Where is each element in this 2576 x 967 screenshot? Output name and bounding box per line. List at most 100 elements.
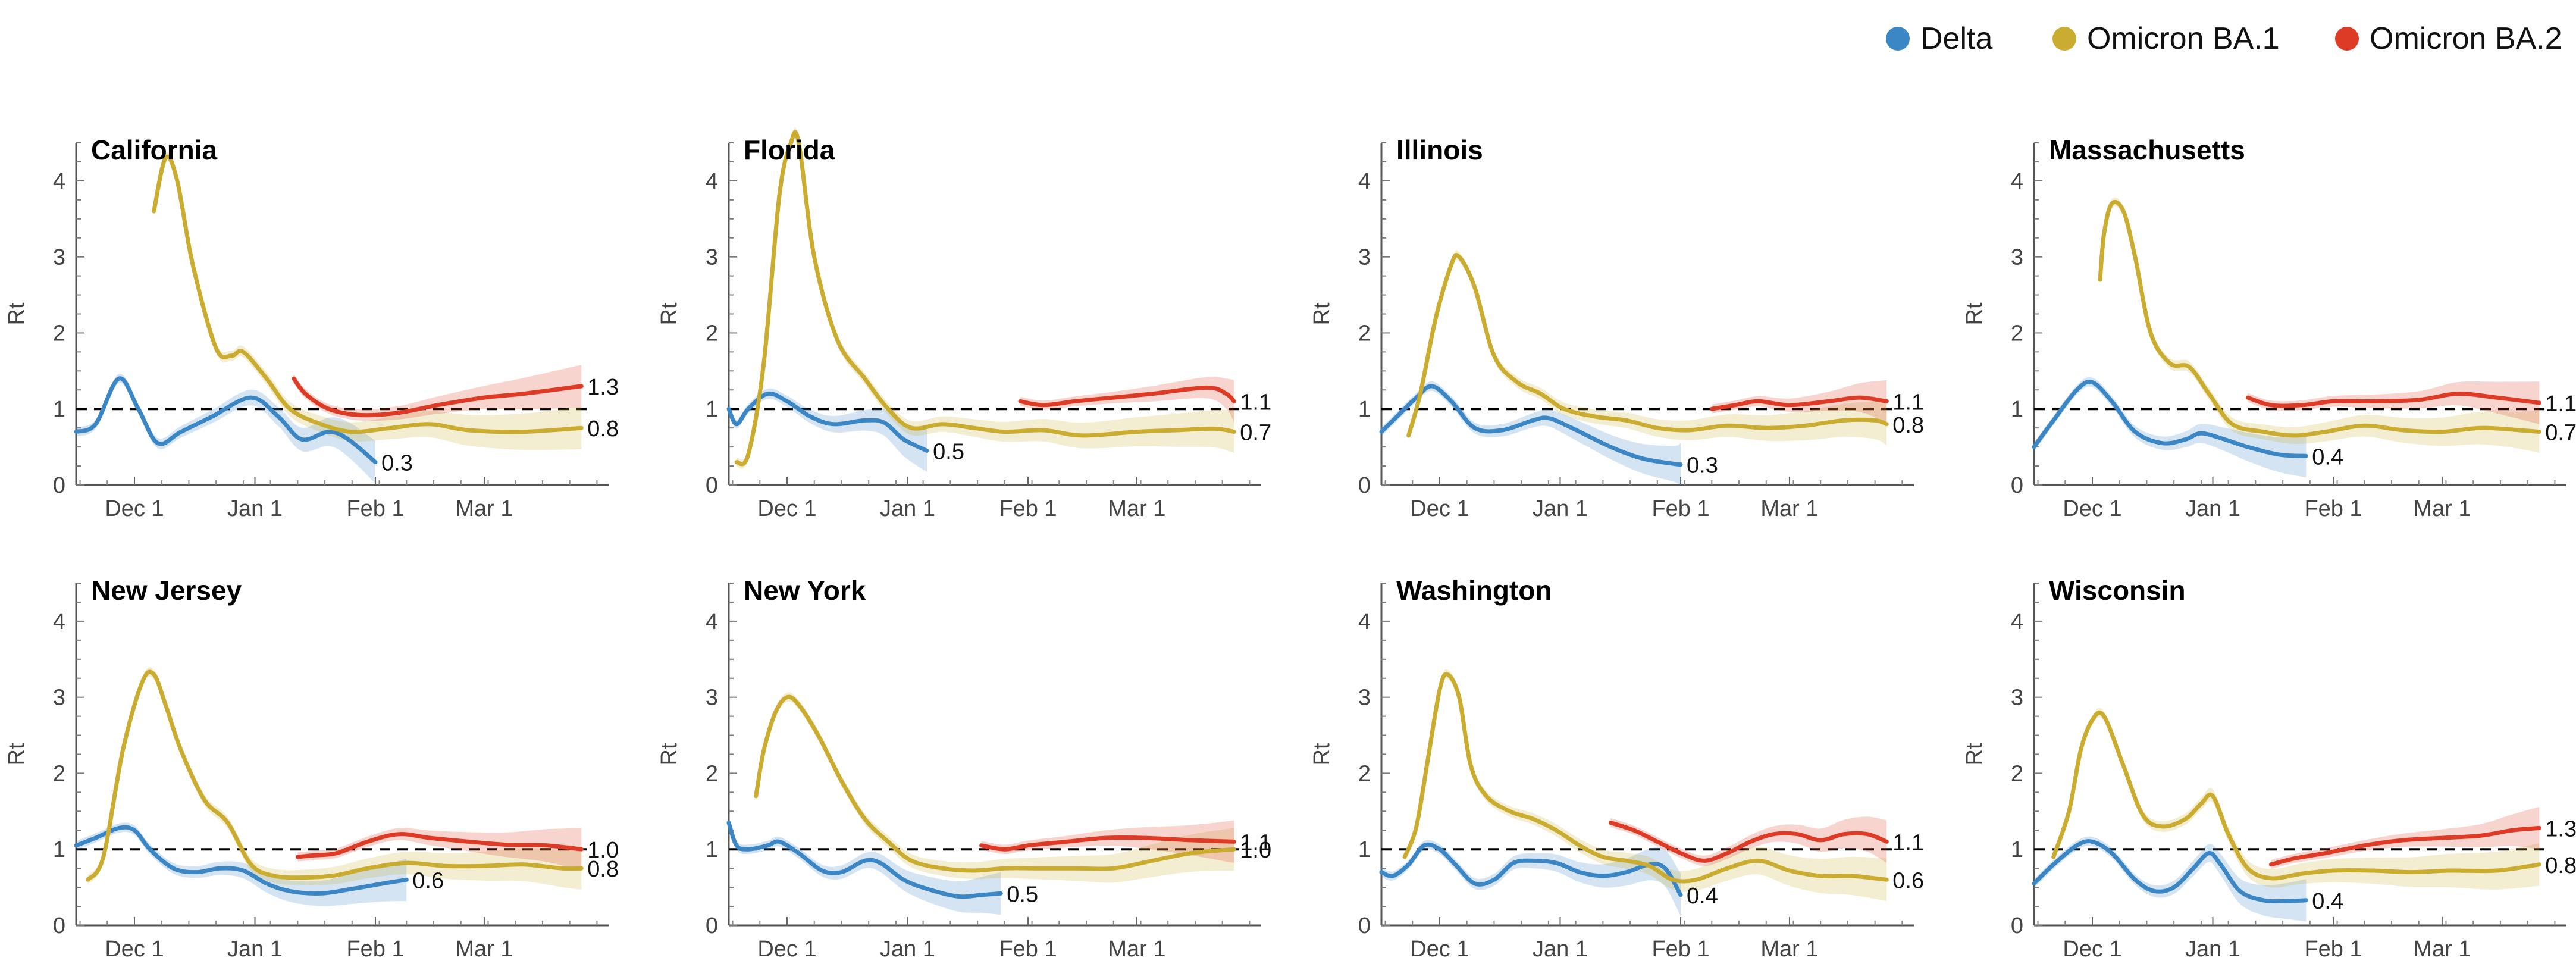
y-axis-label: Rt <box>657 302 682 325</box>
series-band-delta <box>2034 836 2307 922</box>
x-tick-label: Mar 1 <box>2413 496 2471 521</box>
x-tick-label: Dec 1 <box>105 937 164 962</box>
x-tick-label: Feb 1 <box>346 937 404 962</box>
panel-5: 0 1 2 3 4 Dec 1 Jan 1 Feb 1 Mar 1 Rt 0.5 1.01.1 New … <box>657 575 1271 962</box>
series-band-delta <box>729 388 927 472</box>
end-value-label: 0.6 <box>1892 868 1924 893</box>
series-line-omicron-ba-1 <box>152 155 584 434</box>
y-axis-label: Rt <box>1962 743 1987 765</box>
end-value-label: 0.8 <box>587 417 619 442</box>
y-tick-label: 0 <box>1358 473 1371 498</box>
x-tick-label: Feb 1 <box>2304 937 2362 962</box>
series-line-delta <box>726 391 929 453</box>
panel-6: 0 1 2 3 4 Dec 1 Jan 1 Feb 1 Mar 1 Rt 0.4 0.6 1.1 Wash… <box>1309 575 1924 962</box>
y-tick-label: 4 <box>706 169 718 194</box>
series-line-omicron-ba-2 <box>295 832 584 859</box>
panel-title: California <box>91 134 218 165</box>
end-value-label: 1.1 <box>1240 830 1271 855</box>
series-line-omicron-ba-1 <box>86 669 584 882</box>
series-line-omicron-ba-2 <box>1709 395 1889 411</box>
panel-title: Wisconsin <box>2049 575 2186 606</box>
x-tick-label: Mar 1 <box>1760 496 1818 521</box>
y-tick-label: 0 <box>53 913 65 938</box>
series-line-delta <box>74 376 378 465</box>
x-tick-label: Jan 1 <box>2185 496 2240 521</box>
y-tick-label: 4 <box>1358 169 1371 194</box>
x-tick-label: Dec 1 <box>757 496 816 521</box>
legend-item-1: Omicron BA.1 <box>2052 21 2280 56</box>
legend-label-2: Omicron BA.2 <box>2370 21 2562 56</box>
y-tick-label: 3 <box>1358 245 1371 270</box>
y-tick-label: 1 <box>1358 397 1371 422</box>
end-value-label: 0.4 <box>1687 884 1718 909</box>
series-band-omicron-ba-1 <box>756 692 1234 883</box>
y-tick-label: 3 <box>1358 686 1371 711</box>
series-line-omicron-ba-2 <box>292 376 584 418</box>
x-tick-label: Feb 1 <box>1651 937 1709 962</box>
end-value-label: 1.1 <box>1892 830 1924 855</box>
legend-swatch-2 <box>2335 27 2359 51</box>
series-line-omicron-ba-1 <box>2098 199 2541 438</box>
series-band-delta <box>76 822 407 906</box>
y-tick-label: 0 <box>53 473 65 498</box>
panel-title: New York <box>744 575 866 606</box>
series-line-delta <box>1379 842 1683 897</box>
end-value-label: 0.7 <box>2545 421 2576 446</box>
y-axis-label: Rt <box>1309 743 1334 765</box>
panel-title: Florida <box>744 134 835 165</box>
y-tick-label: 3 <box>53 686 65 711</box>
y-tick-label: 4 <box>706 609 718 634</box>
y-tick-label: 3 <box>2011 245 2023 270</box>
x-tick-label: Mar 1 <box>1760 937 1818 962</box>
y-tick-label: 2 <box>2011 761 2023 786</box>
end-value-label: 1.0 <box>587 838 619 863</box>
series-line-delta <box>2032 380 2308 458</box>
series-line-delta <box>726 821 1003 899</box>
y-tick-label: 4 <box>2011 169 2023 194</box>
y-axis-label: Rt <box>1309 302 1334 325</box>
y-tick-label: 1 <box>706 397 718 422</box>
legend-item-2: Omicron BA.2 <box>2335 21 2562 56</box>
panel-title: Illinois <box>1396 134 1483 165</box>
series-band-omicron-ba-1 <box>737 127 1234 469</box>
y-tick-label: 1 <box>53 837 65 862</box>
series-band-omicron-ba-2 <box>293 365 582 421</box>
series-band-omicron-ba-2 <box>1712 380 1887 423</box>
end-value-label: 1.1 <box>1240 390 1271 415</box>
end-value-label: 0.4 <box>2312 889 2343 914</box>
series-band-delta <box>2034 377 2307 478</box>
series-line-omicron-ba-2 <box>1018 385 1236 408</box>
legend-item-0: Delta <box>1886 21 1992 56</box>
y-axis-label: Rt <box>4 302 29 325</box>
x-tick-label: Feb 1 <box>2304 496 2362 521</box>
series-band-omicron-ba-1 <box>2100 197 2540 453</box>
x-tick-label: Jan 1 <box>1533 496 1588 521</box>
end-value-label: 1.3 <box>587 375 619 400</box>
x-tick-label: Dec 1 <box>2063 937 2121 962</box>
series-line-omicron-ba-2 <box>2245 392 2541 408</box>
x-tick-label: Feb 1 <box>1651 496 1709 521</box>
y-tick-label: 4 <box>2011 609 2023 634</box>
x-tick-label: Jan 1 <box>880 937 935 962</box>
end-value-label: 0.8 <box>587 857 619 882</box>
series-band-delta <box>1381 381 1681 485</box>
y-tick-label: 2 <box>2011 321 2023 346</box>
panel-0: 0 1 2 3 4 Dec 1 Jan 1 Feb 1 Mar 1 Rt 0.3 0.8 1.3 Cali… <box>4 134 619 521</box>
end-value-label: 0.5 <box>933 440 964 465</box>
series-band-delta <box>76 373 375 484</box>
series-band-omicron-ba-1 <box>153 152 582 450</box>
series-line-delta <box>74 825 409 896</box>
legend: Delta Omicron BA.1 Omicron BA.2 <box>1886 21 2562 56</box>
y-tick-label: 0 <box>2011 913 2023 938</box>
y-tick-label: 2 <box>53 321 65 346</box>
panel-4: 0 1 2 3 4 Dec 1 Jan 1 Feb 1 Mar 1 Rt 0.6 0.81.0 New … <box>4 575 619 962</box>
series-line-delta <box>2032 839 2308 903</box>
y-tick-label: 3 <box>706 686 718 711</box>
y-tick-label: 3 <box>2011 686 2023 711</box>
y-tick-label: 1 <box>2011 837 2023 862</box>
y-axis-label: Rt <box>1962 302 1987 325</box>
panel-2: 0 1 2 3 4 Dec 1 Jan 1 Feb 1 Mar 1 Rt 0.3 0.81.1 Illi… <box>1309 134 1924 521</box>
y-tick-label: 2 <box>706 761 718 786</box>
y-axis-label: Rt <box>657 743 682 765</box>
